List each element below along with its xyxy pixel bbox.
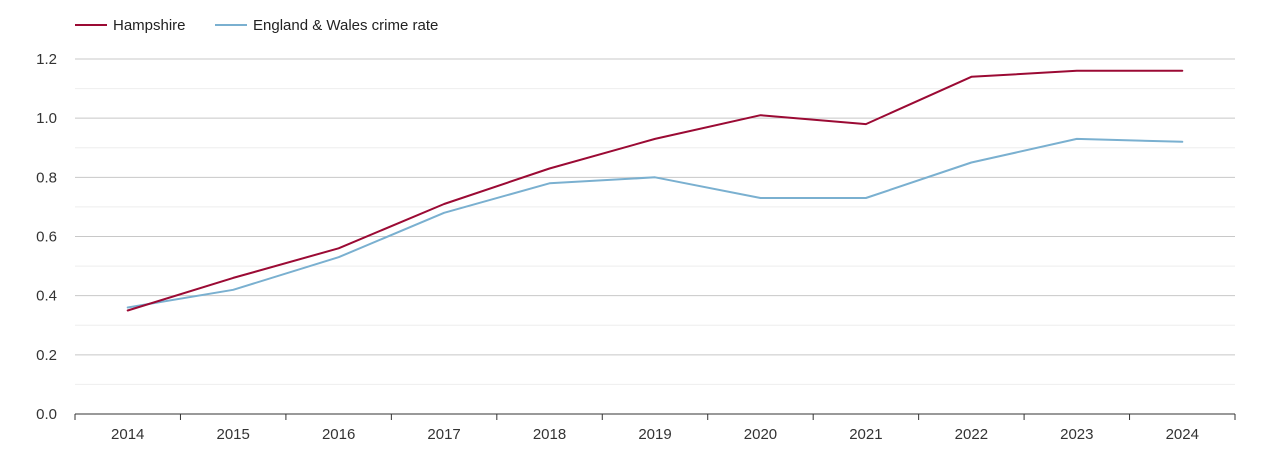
x-tick-label: 2016	[322, 426, 355, 443]
data-point-england-wales-crime-rate[interactable]	[649, 171, 661, 183]
data-point-england-wales-crime-rate[interactable]	[1071, 133, 1083, 145]
data-point-england-wales-crime-rate[interactable]	[754, 192, 766, 204]
y-tick-label: 1.0	[36, 110, 57, 127]
x-tick-label: 2021	[849, 426, 882, 443]
x-tick-label: 2023	[1060, 426, 1093, 443]
data-point-england-wales-crime-rate[interactable]	[965, 157, 977, 169]
data-point-england-wales-crime-rate[interactable]	[227, 284, 239, 296]
x-axis: 2014 2015 2016 2017 2018 2019 2020 2021 2022 2023…	[74, 413, 1236, 443]
data-point-hampshire[interactable]	[544, 162, 556, 174]
x-tick-label: 2020	[744, 426, 777, 443]
legend-label-england-wales: England & Wales crime rate	[253, 17, 438, 34]
series-lines	[122, 65, 1188, 316]
x-tick-label: 2018	[533, 426, 566, 443]
x-tick-label: 2014	[111, 426, 144, 443]
data-point-england-wales-crime-rate[interactable]	[544, 177, 556, 189]
y-tick-label: 0.2	[36, 347, 57, 364]
data-point-hampshire[interactable]	[1176, 65, 1188, 77]
data-point-england-wales-crime-rate[interactable]	[860, 192, 872, 204]
data-point-england-wales-crime-rate[interactable]	[1176, 136, 1188, 148]
data-point-hampshire[interactable]	[860, 118, 872, 130]
y-tick-label: 1.2	[36, 51, 57, 68]
data-point-hampshire[interactable]	[122, 304, 134, 316]
x-tick-label: 2017	[427, 426, 460, 443]
series-line-hampshire[interactable]	[126, 69, 1184, 312]
y-tick-label: 0.0	[36, 406, 57, 423]
x-tick-label: 2015	[216, 426, 249, 443]
legend: Hampshire England & Wales crime rate	[75, 17, 438, 34]
data-point-hampshire[interactable]	[227, 272, 239, 284]
data-point-hampshire[interactable]	[438, 198, 450, 210]
data-point-hampshire[interactable]	[649, 133, 661, 145]
x-tick-label: 2022	[955, 426, 988, 443]
legend-item-england-wales[interactable]: England & Wales crime rate	[215, 17, 438, 34]
x-tick-label: 2019	[638, 426, 671, 443]
x-tick-label: 2024	[1166, 426, 1199, 443]
legend-label-hampshire: Hampshire	[113, 17, 186, 34]
y-tick-label: 0.6	[36, 229, 57, 246]
gridlines	[75, 58, 1235, 385]
legend-item-hampshire[interactable]: Hampshire	[75, 17, 186, 34]
y-tick-label: 0.8	[36, 169, 57, 186]
data-point-hampshire[interactable]	[1071, 65, 1083, 77]
data-point-hampshire[interactable]	[965, 71, 977, 83]
y-tick-label: 0.4	[36, 288, 57, 305]
y-axis: 0.0 0.2 0.4 0.6 0.8 1.0 1.2	[36, 51, 57, 423]
data-point-hampshire[interactable]	[754, 109, 766, 121]
data-point-hampshire[interactable]	[333, 242, 345, 254]
series-line-england-wales-crime-rate[interactable]	[126, 137, 1184, 309]
